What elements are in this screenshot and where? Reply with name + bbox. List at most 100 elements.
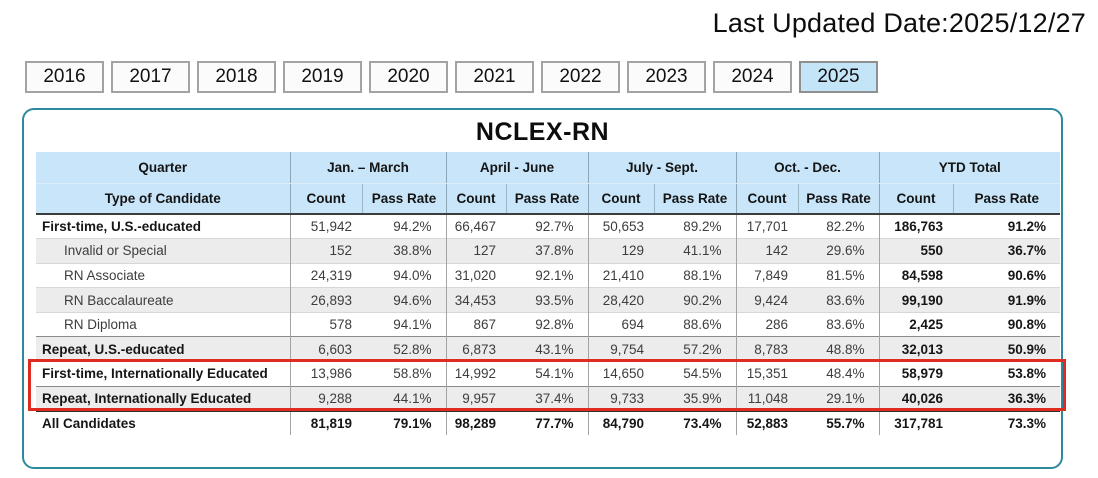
row-label: RN Diploma	[36, 311, 290, 337]
pass-rate-cell: 92.7%	[535, 219, 574, 235]
header-group-q1: Jan. – March	[289, 152, 447, 184]
count-cell: 15,351	[735, 361, 799, 387]
table-row: Repeat, U.S.-educated 6,603 52.8% 6,873 43.1…	[36, 336, 1061, 362]
table-row: First-time, Internationally Educated 13,9…	[36, 361, 1061, 387]
pass-rate-cell: 90.6%	[953, 262, 1061, 288]
pass-rate-cell: 43.1%	[506, 336, 589, 362]
year-tab-2018[interactable]: 2018	[197, 61, 276, 93]
pass-rate-cell: 52.8%	[362, 336, 447, 362]
count-cell: 32,013	[878, 336, 954, 362]
year-tab-2019[interactable]: 2019	[283, 61, 362, 93]
header-pass-q4: Pass Rate	[797, 183, 880, 215]
count-cell: 52,883	[735, 409, 799, 436]
count-cell: 28,420	[587, 287, 655, 313]
pass-rate-cell: 77.7%	[506, 409, 589, 436]
year-tab-2016[interactable]: 2016	[25, 61, 104, 93]
pass-rate-cell: 90.8%	[953, 311, 1061, 337]
count-cell: 142	[735, 238, 799, 264]
pass-rate-cell: 73.3%	[953, 409, 1061, 436]
pass-rate-cell: 81.5%	[798, 262, 880, 288]
subheader-row: Type of Candidate Count Pass Rate Count Pass…	[36, 183, 1061, 215]
pass-rate-cell: 37.8%	[506, 238, 589, 264]
pass-rate-cell: 91.2%	[1007, 219, 1047, 235]
row-label: All Candidates	[36, 409, 290, 436]
count-cell: 867	[445, 311, 507, 337]
header-quarter: Quarter	[36, 152, 290, 184]
count-cell: 21,410	[587, 262, 655, 288]
pass-rate-cell: 94.6%	[362, 287, 447, 313]
pass-rate-cell: 55.7%	[798, 409, 880, 436]
pass-rate-cell: 37.4%	[506, 385, 589, 411]
header-group-q2: April - June	[445, 152, 589, 184]
header-pass-q2: Pass Rate	[505, 183, 589, 215]
header-count-q5: Count	[878, 183, 954, 215]
nclex-report-panel: NCLEX-RN Quarter Jan. – March April - Ju…	[22, 108, 1063, 469]
pass-rate-cell: 38.8%	[362, 238, 447, 264]
count-cell: 11,048	[735, 385, 799, 411]
count-cell: 84,790	[587, 409, 655, 436]
count-cell: 98,289	[445, 409, 507, 436]
table-row: Invalid or Special 152 38.8% 127 37.8% 129 41.…	[36, 238, 1061, 264]
header-group-q4: Oct. - Dec.	[735, 152, 880, 184]
header-group-q3: July - Sept.	[587, 152, 737, 184]
count-cell: 317,781	[878, 409, 954, 436]
count-cell: 550	[878, 238, 954, 264]
table-title: NCLEX-RN	[475, 118, 610, 146]
header-pass-q3: Pass Rate	[653, 183, 737, 215]
pass-rate-cell: 54.1%	[506, 361, 589, 387]
year-tab-2022[interactable]: 2022	[541, 61, 620, 93]
header-pass-q5: Pass Rate	[952, 183, 1061, 215]
pass-rate-cell: 54.5%	[654, 361, 737, 387]
count-cell: 84,598	[878, 262, 954, 288]
count-cell: 24,319	[289, 262, 362, 288]
row-label: Invalid or Special	[36, 238, 290, 264]
row-label: First-time, Internationally Educated	[36, 361, 290, 387]
header-count-q3: Count	[587, 183, 655, 215]
header-pass-q1: Pass Rate	[361, 183, 447, 215]
pass-rate-cell: 29.6%	[798, 238, 880, 264]
row-label: Repeat, U.S.-educated	[36, 336, 290, 362]
pass-rate-cell: 90.2%	[654, 287, 737, 313]
year-tab-2017[interactable]: 2017	[111, 61, 190, 93]
year-tab-2021[interactable]: 2021	[455, 61, 534, 93]
pass-rate-cell: 94.1%	[362, 311, 447, 337]
count-cell: 17,701	[735, 214, 799, 239]
pass-rate-cell: 41.1%	[654, 238, 737, 264]
pass-rate-cell: 58.8%	[362, 361, 447, 387]
row-label: Repeat, Internationally Educated	[36, 385, 290, 411]
year-tab-2020[interactable]: 2020	[369, 61, 448, 93]
count-cell: 6,603	[289, 336, 362, 362]
count-cell: 14,650	[587, 361, 655, 387]
table-header: Quarter Jan. – March April - June July -…	[36, 152, 1061, 215]
count-cell: 9,754	[587, 336, 655, 362]
pass-rate-cell: 36.7%	[953, 238, 1061, 264]
year-tab-2025[interactable]: 2025	[799, 61, 878, 93]
table-row: All Candidates 81,819 79.1% 98,289 77.7% 84,7…	[36, 409, 1061, 436]
table-body: First-time, U.S.-educated 51,942 94.2% 66,4…	[36, 214, 1061, 436]
pass-rate-cell: 57.2%	[654, 336, 737, 362]
pass-rate-cell: 83.6%	[798, 287, 880, 313]
row-label: RN Associate	[36, 262, 290, 288]
header-group-ytd: YTD Total	[878, 152, 1061, 184]
count-cell: 286	[735, 311, 799, 337]
pass-rate-cell: 83.6%	[798, 311, 880, 337]
table-row: RN Diploma 578 94.1% 867 92.8% 694 88.6% 286 83.…	[36, 311, 1061, 337]
header-count-q1: Count	[289, 183, 362, 215]
year-tab-2024[interactable]: 2024	[713, 61, 792, 93]
pass-rate-cell: 29.1%	[798, 385, 880, 411]
count-cell: 58,979	[878, 361, 954, 387]
count-cell: 40,026	[878, 385, 954, 411]
pass-rate-cell: 92.1%	[506, 262, 589, 288]
year-tab-2023[interactable]: 2023	[627, 61, 706, 93]
count-cell: 7,849	[735, 262, 799, 288]
pass-rate-cell: 53.8%	[953, 361, 1061, 387]
count-cell: 9,957	[445, 385, 507, 411]
count-cell: 14,992	[445, 361, 507, 387]
count-cell: 186,763	[878, 214, 954, 239]
pass-rate-cell: 36.3%	[953, 385, 1061, 411]
pass-rate-cell: 91.9%	[953, 287, 1061, 313]
pass-rate-cell: 50.9%	[953, 336, 1061, 362]
table-row: RN Associate 24,319 94.0% 31,020 92.1% 21,410…	[36, 262, 1061, 288]
count-cell: 51,942	[289, 214, 362, 239]
table-row: RN Baccalaureate 26,893 94.6% 34,453 93.5% 28…	[36, 287, 1061, 313]
